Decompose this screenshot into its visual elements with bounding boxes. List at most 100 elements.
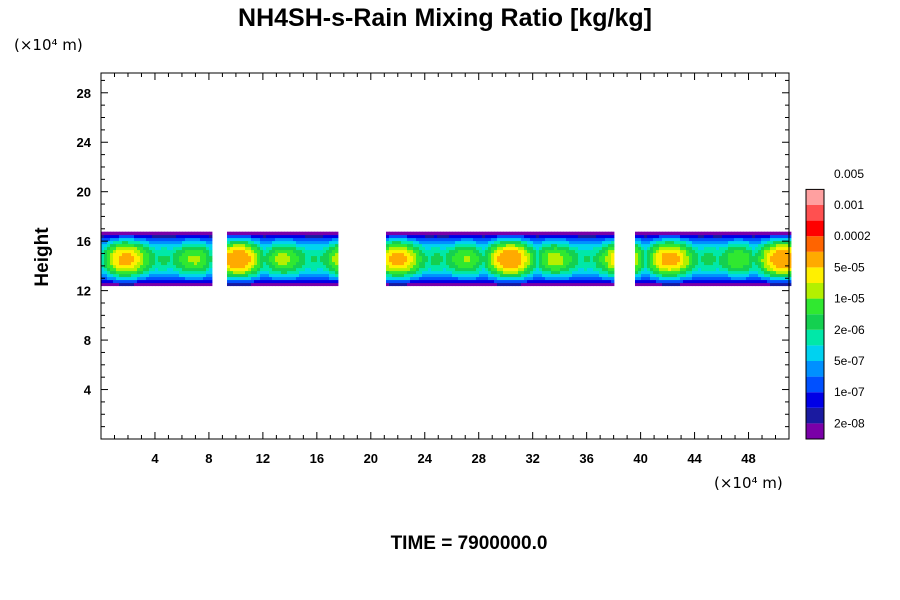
field-cell [563,249,567,254]
field-cell [317,264,321,269]
field-cell [146,258,150,263]
field-cell [566,261,570,266]
field-cell [560,282,564,287]
field-cell [305,261,309,266]
field-cell [764,264,768,269]
field-cell [746,267,750,272]
field-cell [386,255,390,260]
field-cell [296,282,300,287]
field-cell [494,234,498,239]
field-cell [545,237,549,242]
field-cell [428,237,432,242]
field-cell [716,243,720,248]
field-cell [755,249,759,254]
field-cell [533,243,537,248]
field-cell [680,237,684,242]
field-cell [125,255,129,260]
field-cell [713,267,717,272]
field-cell [140,279,144,284]
field-cell [503,252,507,257]
field-cell [740,267,744,272]
field-cell [101,273,105,278]
field-cell [749,255,753,260]
field-cell [758,240,762,245]
field-cell [425,231,429,236]
field-cell [239,267,243,272]
field-cell [458,240,462,245]
field-cell [191,270,195,275]
field-cell [446,237,450,242]
field-cell [287,270,291,275]
field-cell [689,252,693,257]
field-cell [332,264,336,269]
field-cell [263,261,267,266]
field-cell [668,267,672,272]
field-cell [332,234,336,239]
field-cell [161,231,165,236]
field-cell [764,240,768,245]
field-cell [761,264,765,269]
field-cell [779,261,783,266]
field-cell [731,258,735,263]
field-cell [599,240,603,245]
field-cell [680,258,684,263]
field-cell [686,258,690,263]
field-cell [650,243,654,248]
field-cell [176,231,180,236]
field-cell [749,234,753,239]
field-cell [194,273,198,278]
field-cell [176,258,180,263]
field-cell [110,258,114,263]
field-cell [704,264,708,269]
field-cell [782,282,786,287]
field-cell [158,237,162,242]
field-cell [479,240,483,245]
field-cell [269,267,273,272]
field-cell [608,240,612,245]
field-cell [695,279,699,284]
field-cell [122,282,126,287]
field-cell [251,270,255,275]
field-cell [752,264,756,269]
field-cell [641,267,645,272]
field-cell [431,264,435,269]
field-cell [593,249,597,254]
field-cell [320,234,324,239]
field-cell [692,261,696,266]
field-cell [317,267,321,272]
field-cell [287,276,291,281]
field-cell [773,255,777,260]
field-cell [302,264,306,269]
field-cell [533,255,537,260]
field-cell [635,276,639,281]
field-cell [569,246,573,251]
field-cell [557,267,561,272]
field-cell [230,267,234,272]
field-cell [290,237,294,242]
field-cell [266,267,270,272]
field-cell [389,231,393,236]
field-cell [428,252,432,257]
field-cell [596,279,600,284]
field-cell [752,258,756,263]
field-cell [500,234,504,239]
field-cell [284,246,288,251]
field-cell [440,282,444,287]
field-cell [188,240,192,245]
field-cell [491,234,495,239]
field-cell [746,276,750,281]
field-cell [455,276,459,281]
field-cell [737,243,741,248]
field-cell [149,264,153,269]
field-cell [386,267,390,272]
field-cell [665,270,669,275]
field-cell [482,231,486,236]
field-cell [707,273,711,278]
field-cell [419,264,423,269]
field-cell [530,246,534,251]
field-cell [230,276,234,281]
field-cell [302,246,306,251]
field-cell [455,264,459,269]
field-cell [209,237,213,242]
field-cell [566,258,570,263]
